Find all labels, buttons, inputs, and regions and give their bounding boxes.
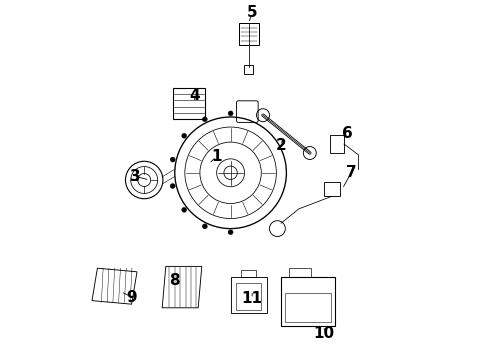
Bar [239, 23, 259, 45]
Bar [236, 283, 261, 310]
Circle shape [228, 230, 233, 235]
Bar [324, 182, 341, 196]
Bar [242, 270, 256, 277]
Text: 3: 3 [130, 169, 141, 184]
Circle shape [182, 133, 187, 138]
Text: 8: 8 [170, 273, 180, 288]
Circle shape [170, 157, 175, 162]
Text: 11: 11 [242, 291, 263, 306]
Circle shape [202, 224, 207, 229]
Bar [173, 88, 205, 119]
Bar [289, 268, 311, 277]
Text: 5: 5 [247, 5, 258, 20]
Text: 10: 10 [314, 325, 335, 341]
Bar [330, 135, 344, 153]
Text: 4: 4 [189, 88, 200, 103]
Text: 1: 1 [211, 149, 221, 164]
Bar [245, 65, 253, 74]
Text: 2: 2 [275, 138, 286, 153]
Circle shape [170, 184, 175, 189]
Bar [231, 277, 267, 313]
Circle shape [228, 111, 233, 116]
Circle shape [182, 207, 187, 212]
Text: 7: 7 [346, 165, 357, 180]
Text: 9: 9 [126, 289, 137, 305]
Bar [281, 277, 335, 326]
Circle shape [202, 117, 207, 122]
Text: 6: 6 [342, 126, 353, 141]
Bar [285, 293, 331, 322]
